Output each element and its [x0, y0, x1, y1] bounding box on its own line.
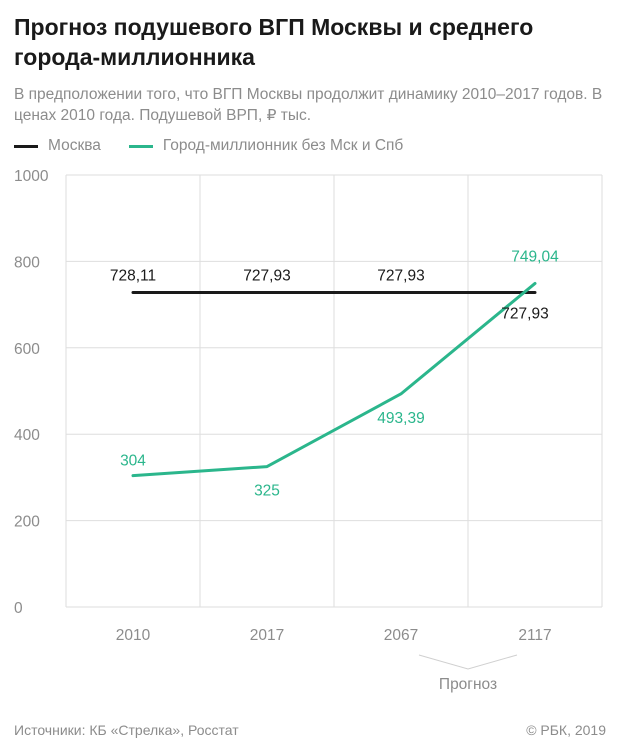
x-tick-label: 2010	[116, 627, 151, 644]
x-tick-label: 2017	[250, 627, 284, 644]
data-label-moscow: 727,93	[501, 306, 548, 323]
x-tick-label: 2067	[384, 627, 418, 644]
source-note: Источники: КБ «Стрелка», Росстат	[14, 722, 239, 738]
legend-swatch-city	[128, 144, 153, 148]
copyright-note: © РБК, 2019	[526, 722, 606, 738]
y-tick-label: 400	[14, 427, 40, 444]
x-tick-label: 2117	[518, 627, 551, 644]
legend-item-moscow: Москва	[14, 137, 101, 155]
y-tick-label: 1000	[14, 168, 49, 185]
legend-label-moscow: Москва	[48, 137, 101, 154]
chart-subtitle: В предположении того, что ВГП Москвы про…	[14, 86, 603, 124]
legend-item-city: Город-миллионник без Мск и Спб	[128, 137, 404, 155]
data-label-city: 749,04	[511, 248, 559, 265]
line-chart: 0 200 400 600 800 1000 2010 2017 2067 2117 Прогноз…	[14, 168, 603, 693]
data-label-moscow: 727,93	[243, 268, 290, 285]
data-label-moscow: 727,93	[377, 268, 424, 285]
forecast-bracket	[418, 654, 518, 670]
legend: Москва Город-миллионник без Мск и Спб	[14, 136, 431, 156]
data-label-city: 493,39	[377, 410, 424, 427]
y-tick-label: 800	[14, 254, 40, 271]
y-tick-label: 200	[14, 514, 40, 531]
footer: Источники: КБ «Стрелка», Росстат © РБК, …	[14, 722, 606, 738]
data-label-city: 325	[254, 483, 280, 500]
y-tick-label: 0	[14, 600, 23, 617]
series-line-city	[131, 281, 537, 478]
legend-label-city: Город-миллионник без Мск и Спб	[162, 137, 404, 154]
legend-swatch-moscow	[14, 144, 38, 148]
forecast-label: Прогноз	[439, 676, 497, 693]
chart-title: Прогноз подушевого ВГП Москвы и среднего…	[14, 14, 534, 70]
data-label-moscow: 728,11	[110, 267, 156, 284]
y-tick-label: 600	[14, 341, 40, 358]
data-label-city: 304	[120, 453, 146, 470]
